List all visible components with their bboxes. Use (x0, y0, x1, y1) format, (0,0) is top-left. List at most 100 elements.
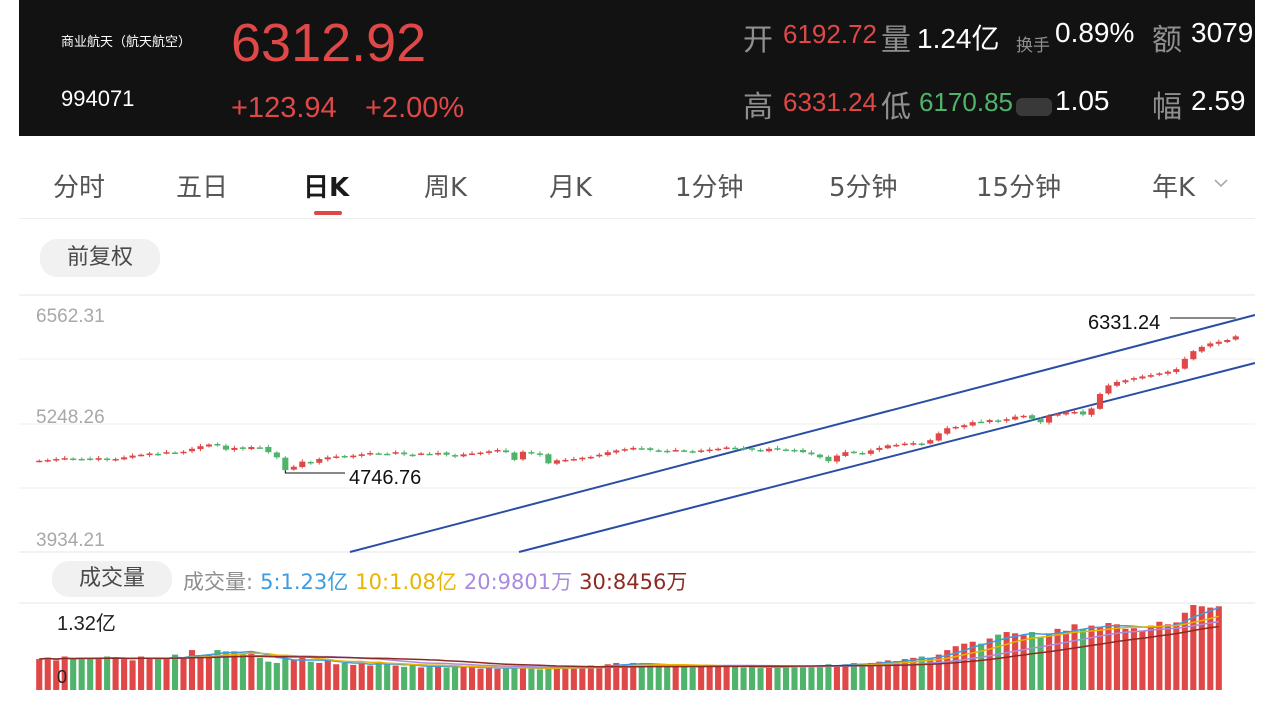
volume-bar (562, 666, 569, 690)
candle (757, 448, 764, 452)
candle (61, 455, 68, 461)
volume-legend-title: 成交量: (183, 570, 254, 594)
volume-bar (553, 667, 560, 690)
tab-1-minute[interactable]: 1分钟 (675, 173, 744, 203)
volume-bar (78, 657, 85, 690)
candle (749, 447, 756, 452)
tab-monthly-k[interactable]: 月K (549, 173, 593, 203)
candle (935, 431, 942, 442)
tab-intraday[interactable]: 分时 (53, 173, 106, 203)
candle (723, 445, 730, 450)
candle (70, 457, 77, 461)
right-margin (1255, 0, 1280, 723)
candle (1147, 372, 1154, 379)
chevron-down-icon[interactable] (1214, 178, 1228, 188)
candle (129, 453, 136, 459)
volume-bar (1020, 635, 1027, 690)
volume-bar (1012, 633, 1019, 690)
candle (197, 443, 204, 452)
candle (265, 444, 272, 454)
volume-bar (655, 665, 662, 690)
tab-15-minute[interactable]: 15分钟 (976, 173, 1062, 203)
volume-bar (163, 659, 170, 690)
candle (621, 447, 628, 453)
candle (409, 453, 416, 457)
candle (562, 458, 569, 463)
candle (1130, 376, 1137, 382)
adjust-mode-button[interactable]: 前复权 (40, 239, 160, 277)
volume-bar (1198, 606, 1205, 690)
candle (273, 451, 280, 460)
tab-weekly-k[interactable]: 周K (424, 173, 468, 203)
volume-zero-label: 0 (57, 667, 67, 687)
candle (978, 419, 985, 424)
volume-bar (222, 651, 229, 690)
tab-five-day[interactable]: 五日 (176, 173, 229, 203)
volume-bar (757, 668, 764, 690)
volume-bar (732, 666, 739, 690)
volume-bar (706, 664, 713, 690)
volume-bar (630, 662, 637, 690)
volume-bar (44, 657, 51, 690)
candle (655, 448, 662, 453)
candle (384, 452, 391, 456)
candle (782, 448, 790, 452)
volume-bar (579, 666, 586, 690)
volume-bar (944, 650, 951, 690)
candle (536, 451, 543, 457)
volume-bar (104, 656, 111, 690)
volume-bar (401, 666, 408, 690)
candle (460, 452, 467, 458)
volume-bar (485, 667, 493, 690)
candle (350, 454, 357, 459)
candle (587, 455, 594, 460)
candle (681, 449, 688, 453)
high-label: 高 (743, 90, 773, 125)
candle (282, 456, 289, 473)
volume-bar (61, 656, 68, 690)
candle (180, 450, 187, 455)
candle (901, 441, 908, 446)
volume-bar (129, 660, 136, 690)
volume-bar (494, 668, 501, 690)
candle (468, 451, 476, 456)
candle (1139, 374, 1146, 380)
candle (570, 456, 577, 462)
tab-daily-k[interactable]: 日K (303, 173, 350, 203)
volume-bar (214, 650, 221, 690)
volume-bar (859, 664, 866, 690)
volume-bar (299, 657, 306, 690)
candle (502, 448, 510, 454)
volume-bar (952, 646, 959, 690)
volume-bar (842, 664, 849, 690)
volume-bar (290, 659, 297, 690)
candle (511, 451, 518, 462)
volume-bar (799, 666, 807, 690)
volume-bar (1003, 632, 1010, 690)
volume-bar (502, 668, 510, 690)
volume-bar (1071, 624, 1078, 690)
volume-bar (613, 662, 620, 690)
volume-bar (1147, 625, 1154, 690)
volume-bar (765, 666, 773, 690)
volume-bar (1054, 628, 1061, 690)
volume-ma5-line (39, 606, 1220, 670)
candle (1062, 410, 1070, 416)
volume-bar (901, 659, 908, 690)
volume-ma10-label: 10:1.08亿 (355, 570, 457, 594)
volume-bar (850, 662, 857, 690)
volume-bar (536, 669, 543, 690)
tab-5-minute[interactable]: 5分钟 (829, 173, 898, 203)
tab-yearly-k[interactable]: 年K (1152, 173, 1196, 203)
volume-bar (1088, 625, 1095, 690)
change-percent: +2.00% (365, 92, 465, 124)
candle (893, 443, 900, 447)
candle (765, 446, 773, 453)
volume-bar (468, 667, 476, 690)
volume-indicator-button[interactable]: 成交量 (52, 561, 172, 597)
candle (808, 450, 815, 456)
volume-bar (876, 661, 883, 690)
volume-bar (1062, 630, 1070, 690)
volume-bar (1122, 628, 1129, 690)
candle (256, 445, 263, 449)
